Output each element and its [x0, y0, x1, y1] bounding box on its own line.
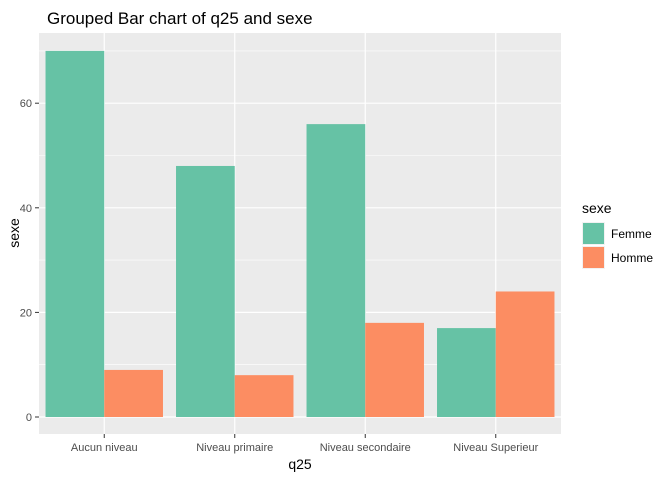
bar-femme-3: [306, 124, 366, 418]
y-tick-label: 60: [20, 98, 32, 110]
legend-swatch-homme: [583, 247, 604, 268]
bar-homme-1: [104, 369, 163, 417]
bars: [45, 50, 555, 418]
legend-swatch-femme: [583, 223, 604, 244]
bar-femme-4: [437, 328, 496, 417]
legend: sexe Femme Homme: [582, 200, 653, 269]
bar-homme-4: [495, 291, 555, 417]
legend-label-homme: Homme: [611, 251, 653, 265]
bar-femme-1: [45, 50, 105, 418]
legend-title: sexe: [582, 200, 612, 216]
x-tick-label: Niveau Superieur: [453, 442, 538, 454]
bar-femme-2: [176, 165, 235, 417]
y-tick-label: 40: [20, 203, 32, 215]
chart-title: Grouped Bar chart of q25 and sexe: [47, 9, 313, 28]
x-axis-label: q25: [288, 456, 312, 472]
legend-label-femme: Femme: [611, 227, 652, 241]
x-tick-label: Niveau primaire: [196, 442, 273, 454]
x-tick-label: Aucun niveau: [71, 442, 138, 454]
x-tick-label: Niveau secondaire: [320, 442, 411, 454]
y-tick-label: 0: [26, 412, 32, 424]
y-axis-label: sexe: [6, 218, 22, 248]
x-axis-ticks: Aucun niveau Niveau primaire Niveau second…: [71, 434, 539, 454]
y-axis-ticks: 0 20 40 60: [20, 98, 39, 424]
y-tick-label: 20: [20, 307, 32, 319]
bar-homme-3: [365, 322, 424, 417]
bar-homme-2: [234, 375, 294, 417]
